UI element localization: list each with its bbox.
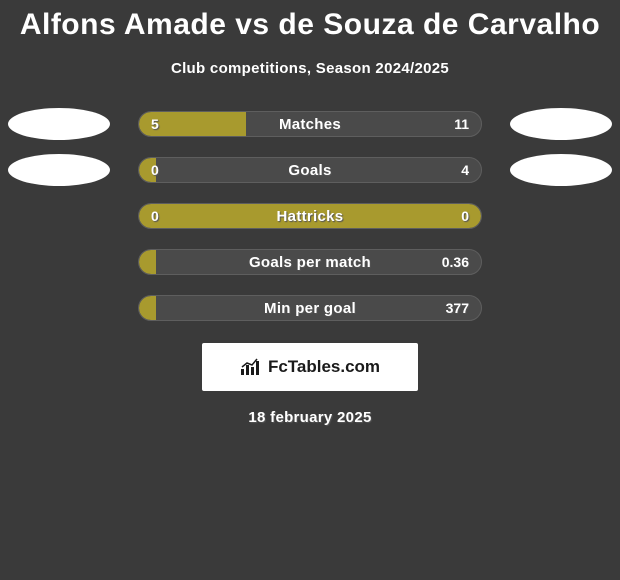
stat-bar: 0Goals4 xyxy=(138,157,482,183)
player-avatar-left xyxy=(8,108,110,140)
stat-bar: 0Hattricks0 xyxy=(138,203,482,229)
stat-label: Matches xyxy=(139,112,481,136)
stat-rows: 5Matches110Goals40Hattricks0Goals per ma… xyxy=(0,101,620,331)
stat-value-right: 4 xyxy=(461,158,469,182)
stat-label: Goals per match xyxy=(139,250,481,274)
stat-row: 5Matches11 xyxy=(0,101,620,147)
stat-bar: 5Matches11 xyxy=(138,111,482,137)
stat-row: 0Goals4 xyxy=(0,147,620,193)
stat-value-right: 0 xyxy=(461,204,469,228)
player-avatar-right xyxy=(510,108,612,140)
stat-bar: Goals per match0.36 xyxy=(138,249,482,275)
stat-value-right: 377 xyxy=(446,296,469,320)
subtitle: Club competitions, Season 2024/2025 xyxy=(0,60,620,77)
stat-value-right: 0.36 xyxy=(442,250,469,274)
stat-bar: Min per goal377 xyxy=(138,295,482,321)
page-title: Alfons Amade vs de Souza de Carvalho xyxy=(0,8,620,42)
stat-label: Hattricks xyxy=(139,204,481,228)
brand-chart-icon xyxy=(240,358,262,376)
stat-label: Min per goal xyxy=(139,296,481,320)
stat-row: 0Hattricks0 xyxy=(0,193,620,239)
stat-label: Goals xyxy=(139,158,481,182)
player-avatar-left xyxy=(8,154,110,186)
stat-value-right: 11 xyxy=(454,112,469,136)
stat-row: Goals per match0.36 xyxy=(0,239,620,285)
comparison-widget: Alfons Amade vs de Souza de Carvalho Clu… xyxy=(0,0,620,426)
stat-row: Min per goal377 xyxy=(0,285,620,331)
date-label: 18 february 2025 xyxy=(0,409,620,426)
brand-badge[interactable]: FcTables.com xyxy=(202,343,418,391)
brand-text: FcTables.com xyxy=(268,357,380,377)
player-avatar-right xyxy=(510,154,612,186)
